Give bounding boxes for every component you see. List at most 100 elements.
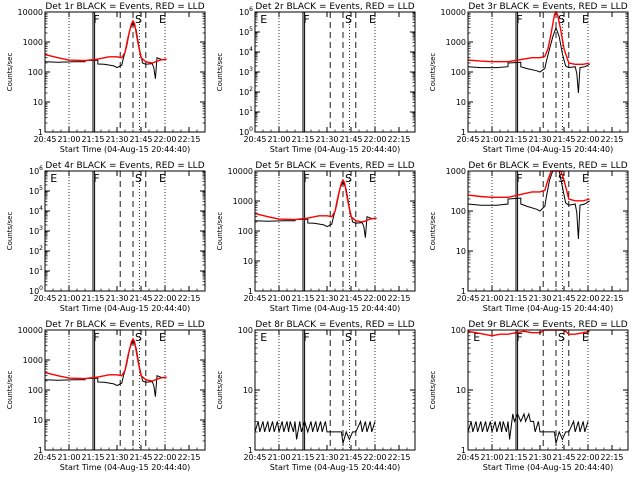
y-axis-label: Counts/sec [429, 212, 437, 251]
y-tick-label: 1000 [233, 197, 253, 206]
x-tick-label: 21:00 [57, 453, 80, 462]
event-label: F [303, 13, 309, 26]
x-tick-label: 21:30 [528, 294, 551, 303]
event-label: F [93, 13, 99, 26]
event-label: S [135, 13, 142, 26]
event-label: E [159, 13, 166, 26]
x-tick-label: 22:15 [177, 453, 200, 462]
y-tick-label: 10000 [228, 167, 253, 176]
x-axis-label: Start Time (04-Aug-15 20:44:40) [483, 463, 614, 472]
x-axis-label: Start Time (04-Aug-15 20:44:40) [483, 304, 614, 313]
event-label: E [260, 13, 267, 26]
event-label: E [369, 13, 376, 26]
lld-series-line [467, 10, 590, 66]
y-tick-label: 10000 [18, 8, 43, 17]
x-tick-label: 22:15 [600, 294, 623, 303]
event-label: E [159, 172, 166, 185]
y-tick-label: 100 [451, 68, 466, 77]
event-label: F [516, 172, 522, 185]
x-tick-label: 22:00 [363, 135, 386, 144]
x-tick-label: 21:15 [291, 453, 314, 462]
x-tick-label: 21:30 [315, 294, 338, 303]
x-tick-label: 22:00 [153, 135, 176, 144]
x-axis-label: Start Time (04-Aug-15 20:44:40) [60, 145, 191, 154]
y-tick-label: 10000 [18, 326, 43, 335]
event-label: E [582, 172, 589, 185]
panel-title: Det 2r BLACK = Events, RED = LLD [255, 2, 414, 12]
events-series-line [467, 26, 590, 94]
y-tick-label: 1 [461, 446, 466, 455]
event-label: F [303, 331, 309, 344]
event-label: E [369, 172, 376, 185]
panel-title: Det 7r BLACK = Events, RED = LLD [45, 320, 204, 330]
x-tick-label: 21:00 [480, 294, 503, 303]
x-tick-label: 21:45 [129, 453, 152, 462]
lld-series-line [44, 19, 167, 64]
x-tick-label: 21:30 [105, 453, 128, 462]
y-tick-label: 102 [29, 245, 43, 256]
y-tick-label: 10 [33, 98, 43, 107]
y-axis-label: Counts/sec [429, 53, 437, 92]
lld-series-line [467, 170, 590, 202]
x-tick-label: 20:45 [243, 135, 266, 144]
y-tick-label: 105 [239, 26, 253, 37]
x-tick-label: 22:00 [153, 294, 176, 303]
y-tick-label: 10 [33, 416, 43, 425]
x-tick-label: 22:00 [363, 294, 386, 303]
y-tick-label: 1 [461, 287, 466, 296]
y-tick-label: 103 [239, 66, 253, 77]
y-tick-label: 104 [239, 46, 253, 57]
event-label: F [303, 172, 309, 185]
y-tick-label: 10 [456, 247, 466, 256]
y-axis-label: Counts/sec [216, 371, 224, 410]
event-label: E [50, 172, 57, 185]
x-axis-label: Start Time (04-Aug-15 20:44:40) [270, 145, 401, 154]
x-tick-label: 20:45 [456, 453, 479, 462]
x-tick-label: 20:45 [456, 135, 479, 144]
y-tick-label: 100 [451, 207, 466, 216]
y-axis-label: Counts/sec [216, 212, 224, 251]
event-label: S [135, 172, 142, 185]
x-tick-label: 21:45 [129, 294, 152, 303]
y-tick-label: 102 [239, 86, 253, 97]
x-tick-label: 21:45 [552, 135, 575, 144]
x-tick-label: 20:45 [456, 294, 479, 303]
x-tick-label: 22:15 [600, 453, 623, 462]
y-tick-label: 10 [456, 98, 466, 107]
x-tick-label: 21:30 [105, 294, 128, 303]
y-tick-label: 100 [28, 68, 43, 77]
y-axis-label: Counts/sec [6, 212, 14, 251]
events-series-line [467, 170, 590, 240]
x-tick-label: 21:45 [552, 453, 575, 462]
y-tick-label: 1 [38, 446, 43, 455]
x-tick-label: 22:15 [177, 294, 200, 303]
event-label: E [260, 331, 267, 344]
x-tick-label: 21:45 [339, 135, 362, 144]
event-label: S [345, 331, 352, 344]
y-tick-label: 100 [28, 386, 43, 395]
y-axis-label: Counts/sec [6, 371, 14, 410]
y-tick-label: 1000 [446, 167, 466, 176]
x-tick-label: 21:15 [81, 453, 104, 462]
x-tick-label: 21:00 [57, 135, 80, 144]
x-tick-label: 21:15 [504, 135, 527, 144]
x-tick-label: 22:15 [387, 294, 410, 303]
event-label: E [582, 13, 589, 26]
y-tick-label: 100 [29, 285, 43, 296]
x-tick-label: 20:45 [243, 453, 266, 462]
y-tick-label: 106 [29, 165, 43, 176]
x-tick-label: 21:30 [528, 453, 551, 462]
x-tick-label: 21:45 [339, 294, 362, 303]
y-tick-label: 1 [461, 128, 466, 137]
x-tick-label: 21:00 [480, 453, 503, 462]
y-tick-label: 1 [38, 128, 43, 137]
x-tick-label: 21:00 [267, 453, 290, 462]
x-tick-label: 21:15 [81, 135, 104, 144]
y-tick-label: 1 [248, 446, 253, 455]
panel-title: Det 1r BLACK = Events, RED = LLD [45, 2, 204, 12]
x-tick-label: 22:00 [576, 135, 599, 144]
